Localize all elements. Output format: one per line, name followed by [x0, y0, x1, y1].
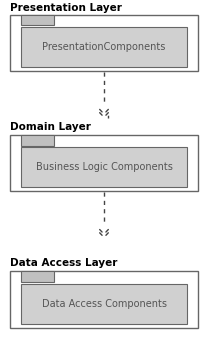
Bar [21, 147, 187, 187]
Text: Presentation Layer: Presentation Layer [10, 3, 122, 13]
Bar [10, 271, 198, 328]
Text: PresentationComponents: PresentationComponents [42, 42, 166, 52]
Bar [10, 15, 198, 71]
Text: Data Access Layer: Data Access Layer [10, 258, 118, 268]
Bar [21, 284, 187, 324]
Bar [10, 135, 198, 191]
Text: Data Access Components: Data Access Components [42, 299, 166, 309]
Text: Domain Layer: Domain Layer [10, 122, 91, 132]
Bar [21, 135, 54, 146]
Bar [21, 271, 54, 282]
Text: Business Logic Components: Business Logic Components [36, 162, 172, 173]
Bar [21, 27, 187, 67]
Bar [21, 15, 54, 25]
